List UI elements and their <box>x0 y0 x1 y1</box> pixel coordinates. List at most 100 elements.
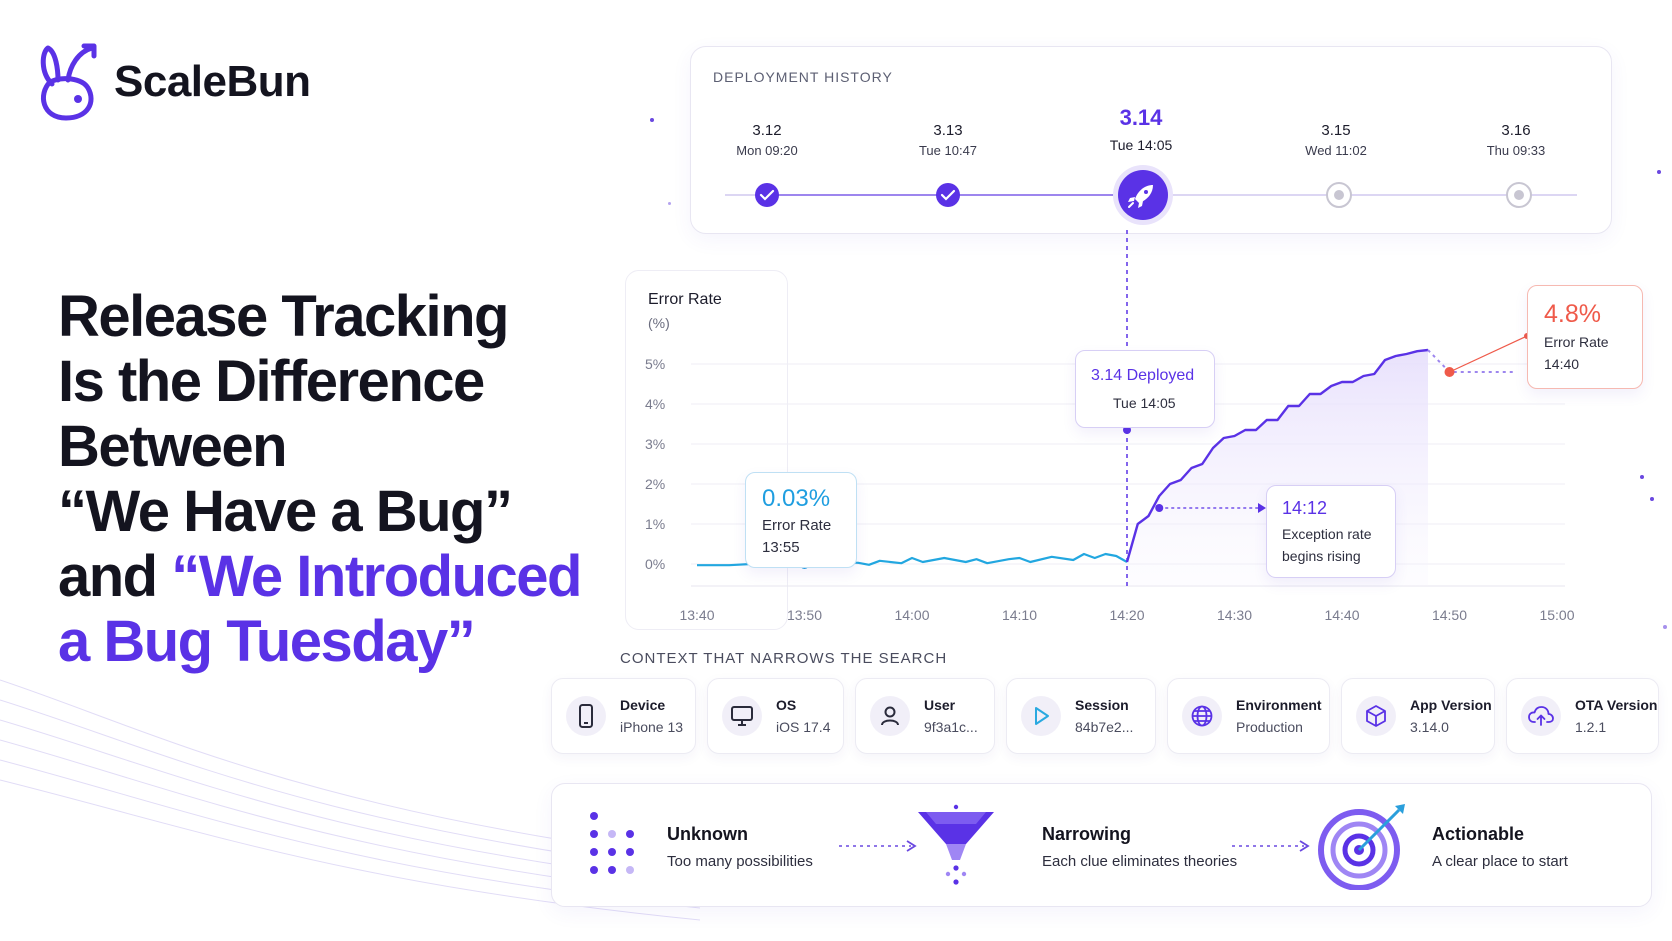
context-environment[interactable]: Environment Production <box>1167 678 1330 754</box>
flow-subtitle: Each clue eliminates theories <box>1042 853 1238 870</box>
context-label: App Version <box>1410 697 1492 713</box>
headline-line: Release Tracking <box>58 284 509 349</box>
callout-label: Error Rate <box>1544 334 1609 350</box>
context-label: Device <box>620 697 666 713</box>
context-user[interactable]: User 9f3a1c... <box>855 678 995 754</box>
rocket-icon[interactable] <box>1113 165 1173 225</box>
context-os[interactable]: OS iOS 17.4 <box>707 678 844 754</box>
exception-callout[interactable]: 14:12 Exception rate begins rising <box>1266 485 1396 578</box>
chart-title: Error Rate <box>648 291 722 308</box>
release-version: 3.15 <box>1321 122 1351 139</box>
release-version-active: 3.14 <box>1119 105 1163 130</box>
phone-icon <box>566 696 606 736</box>
callout-title: 3.14 Deployed <box>1091 367 1195 384</box>
headline: Release Tracking Is the Difference Betwe… <box>58 284 618 674</box>
deployment-history-title: DEPLOYMENT HISTORY <box>713 69 893 85</box>
funnel-icon <box>918 804 994 885</box>
flow-step-actionable: Actionable A clear place to start <box>1432 824 1568 870</box>
context-label: OS <box>776 697 797 713</box>
context-label: Session <box>1075 697 1129 713</box>
series-line-projection <box>1427 349 1514 373</box>
flow-title: Actionable <box>1432 824 1525 844</box>
exception-connector-arrow <box>1258 503 1266 513</box>
brand-logo[interactable]: ScaleBun <box>38 42 311 122</box>
bunny-logo-icon <box>40 43 97 121</box>
flow-title: Narrowing <box>1042 824 1132 844</box>
context-label: User <box>924 697 956 713</box>
y-tick-label: 2% <box>645 476 665 492</box>
headline-line: Between <box>58 414 288 479</box>
background-waves <box>0 679 700 921</box>
context-device[interactable]: Device iPhone 13 <box>551 678 696 754</box>
x-tick-label: 14:50 <box>1432 607 1467 623</box>
flow-step-narrowing: Narrowing Each clue eliminates theories <box>1042 824 1237 870</box>
narrowing-flow-card: Unknown Too many possibilities Narrowing… <box>551 783 1652 907</box>
pending-icon[interactable] <box>1326 182 1352 208</box>
release-date: Mon 09:20 <box>736 143 798 158</box>
release-version: 3.12 <box>752 122 782 139</box>
release-date: Tue 10:47 <box>918 143 978 158</box>
callout-text: begins rising <box>1282 548 1361 564</box>
check-icon[interactable] <box>755 183 779 207</box>
headline-line: and “We Introduced <box>58 544 618 609</box>
y-tick-label: 5% <box>645 356 665 372</box>
flow-subtitle: Too many possibilities <box>667 853 813 870</box>
pending-icon[interactable] <box>1506 182 1532 208</box>
context-label: OTA Version <box>1575 697 1658 713</box>
callout-time: 14:12 <box>1282 498 1328 518</box>
callout-label: Error Rate <box>762 517 832 534</box>
y-tick-label: 4% <box>645 396 665 412</box>
context-value: 1.2.1 <box>1575 719 1607 735</box>
headline-line: “We Have a Bug” <box>58 479 513 544</box>
globe-icon <box>1182 696 1222 736</box>
release-node-label[interactable]: 3.13 Tue 10:47 <box>888 122 1008 158</box>
x-tick-label: 14:10 <box>1002 607 1037 623</box>
chart-y-unit: (%) <box>648 315 670 331</box>
callout-time: 13:55 <box>762 539 800 556</box>
headline-accent: “We Introduced <box>171 544 582 609</box>
context-value: iPhone 13 <box>620 719 684 735</box>
context-value: iOS 17.4 <box>776 719 831 735</box>
headline-line: Is the Difference <box>58 349 485 414</box>
callout-value: 0.03% <box>762 485 831 512</box>
sparkle-dot <box>650 118 654 122</box>
check-icon[interactable] <box>936 183 960 207</box>
target-icon <box>1318 804 1405 890</box>
callout-value: 4.8% <box>1544 300 1601 328</box>
release-node-label[interactable]: 3.15 Wed 11:02 <box>1276 122 1396 158</box>
release-node-label[interactable]: 3.16 Thu 09:33 <box>1456 122 1576 158</box>
release-node-label-active[interactable]: 3.14 Tue 14:05 <box>1081 105 1201 153</box>
context-app-version[interactable]: App Version 3.14.0 <box>1341 678 1495 754</box>
release-version: 3.16 <box>1501 122 1531 139</box>
headline-text: and <box>58 544 172 609</box>
sparkle-dot <box>1640 475 1644 479</box>
sparkle-dot <box>1663 625 1667 629</box>
deploy-marker-dot <box>1123 426 1131 434</box>
sparkle-dot <box>1650 497 1654 501</box>
peak-callout[interactable]: 4.8% Error Rate 14:40 <box>1527 285 1643 389</box>
baseline-callout[interactable]: 0.03% Error Rate 13:55 <box>745 472 857 568</box>
y-tick-label: 3% <box>645 436 665 452</box>
context-value: 3.14.0 <box>1410 719 1449 735</box>
x-tick-label: 13:50 <box>787 607 822 623</box>
deploy-callout[interactable]: 3.14 Deployed Tue 14:05 <box>1075 350 1215 428</box>
y-tick-label: 1% <box>645 516 665 532</box>
x-tick-label: 14:30 <box>1217 607 1252 623</box>
context-value: 9f3a1c... <box>924 719 978 735</box>
context-session[interactable]: Session 84b7e2... <box>1006 678 1156 754</box>
cloud-upload-icon <box>1521 696 1561 736</box>
monitor-icon <box>722 696 762 736</box>
y-tick-label: 0% <box>645 556 665 572</box>
flow-subtitle: A clear place to start <box>1432 853 1568 870</box>
flow-title: Unknown <box>667 824 748 844</box>
context-label: Environment <box>1236 697 1322 713</box>
arrow-right-icon <box>839 840 917 852</box>
peak-connector <box>1449 335 1528 373</box>
box-icon <box>1356 696 1396 736</box>
context-ota-version[interactable]: OTA Version 1.2.1 <box>1506 678 1659 754</box>
release-node-label[interactable]: 3.12 Mon 09:20 <box>707 122 827 158</box>
release-version: 3.13 <box>933 122 963 139</box>
release-date: Thu 09:33 <box>1486 143 1546 158</box>
x-tick-label: 13:40 <box>679 607 714 623</box>
release-date: Wed 11:02 <box>1305 143 1367 158</box>
